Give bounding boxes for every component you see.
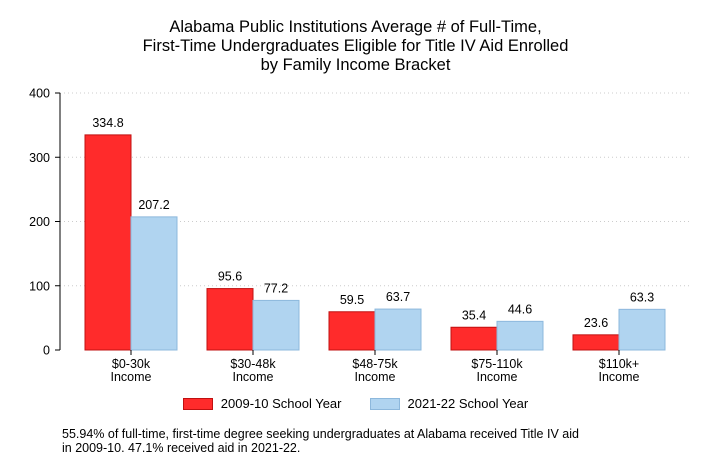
- x-tick-label-4-line-2: Income: [477, 370, 518, 384]
- x-tick-label-4-line-1: $75-110k: [471, 357, 523, 371]
- chart-title-line-2: First-Time Undergraduates Eligible for T…: [142, 37, 569, 55]
- data-label-series-1-cat-3: 59.5: [340, 293, 364, 307]
- y-tick-label-200: 200: [29, 215, 50, 229]
- chart-legend: 2009-10 School Year 2021-22 School Year: [0, 396, 711, 411]
- x-tick-label-1-line-1: $0-30k: [112, 357, 151, 371]
- legend-label-series-1: 2009-10 School Year: [220, 396, 342, 411]
- x-tick-label-2-line-1: $30-48k: [230, 357, 276, 371]
- data-label-series-1-cat-4: 35.4: [462, 308, 486, 322]
- chart-title-line-1: Alabama Public Institutions Average # of…: [169, 18, 542, 36]
- footnote: 55.94% of full-time, first-time degree s…: [62, 427, 662, 455]
- y-tick-label-0: 0: [43, 344, 50, 358]
- bar-series-2-cat-3: [374, 308, 422, 351]
- data-label-series-1-cat-2: 95.6: [218, 270, 242, 284]
- bar-series-2-cat-1: [130, 216, 178, 351]
- data-label-series-2-cat-3: 63.7: [386, 290, 410, 304]
- y-tick-label-100: 100: [29, 279, 50, 293]
- x-tick-label-1-line-2: Income: [111, 370, 152, 384]
- legend-swatch-series-1: [182, 397, 213, 410]
- data-label-series-2-cat-1: 207.2: [138, 198, 169, 212]
- bar-series-1-cat-5: [572, 334, 620, 351]
- x-tick-label-3-line-1: $48-75k: [352, 357, 398, 371]
- bar-series-1-cat-2: [206, 288, 254, 351]
- x-tick-label-5-line-2: Income: [599, 370, 640, 384]
- bar-series-1-cat-4: [450, 326, 498, 351]
- chart-title-line-3: by Family Income Bracket: [260, 56, 451, 74]
- data-label-series-1-cat-5: 23.6: [584, 316, 608, 330]
- legend-swatch-series-2: [369, 397, 400, 410]
- legend-item-series-2: 2021-22 School Year: [369, 396, 529, 411]
- data-label-series-2-cat-4: 44.6: [508, 302, 532, 316]
- bar-series-1-cat-3: [328, 311, 376, 351]
- x-tick-label-2-line-2: Income: [233, 370, 274, 384]
- bar-series-2-cat-2: [252, 299, 300, 351]
- x-tick-label-3-line-2: Income: [355, 370, 396, 384]
- data-label-series-2-cat-5: 63.3: [630, 290, 654, 304]
- footnote-line-2: in 2009-10. 47.1% received aid in 2021-2…: [62, 441, 301, 455]
- data-label-series-2-cat-2: 77.2: [264, 281, 288, 295]
- bar-series-2-cat-5: [618, 308, 666, 351]
- bar-series-2-cat-4: [496, 320, 544, 351]
- bar-series-1-cat-1: [84, 134, 132, 351]
- data-label-series-1-cat-1: 334.8: [92, 116, 123, 130]
- y-tick-label-400: 400: [29, 87, 50, 101]
- y-tick-label-300: 300: [29, 151, 50, 165]
- legend-item-series-1: 2009-10 School Year: [182, 396, 342, 411]
- x-tick-label-5-line-1: $110k+: [599, 357, 639, 371]
- footnote-line-1: 55.94% of full-time, first-time degree s…: [62, 427, 579, 441]
- legend-label-series-2: 2021-22 School Year: [407, 396, 529, 411]
